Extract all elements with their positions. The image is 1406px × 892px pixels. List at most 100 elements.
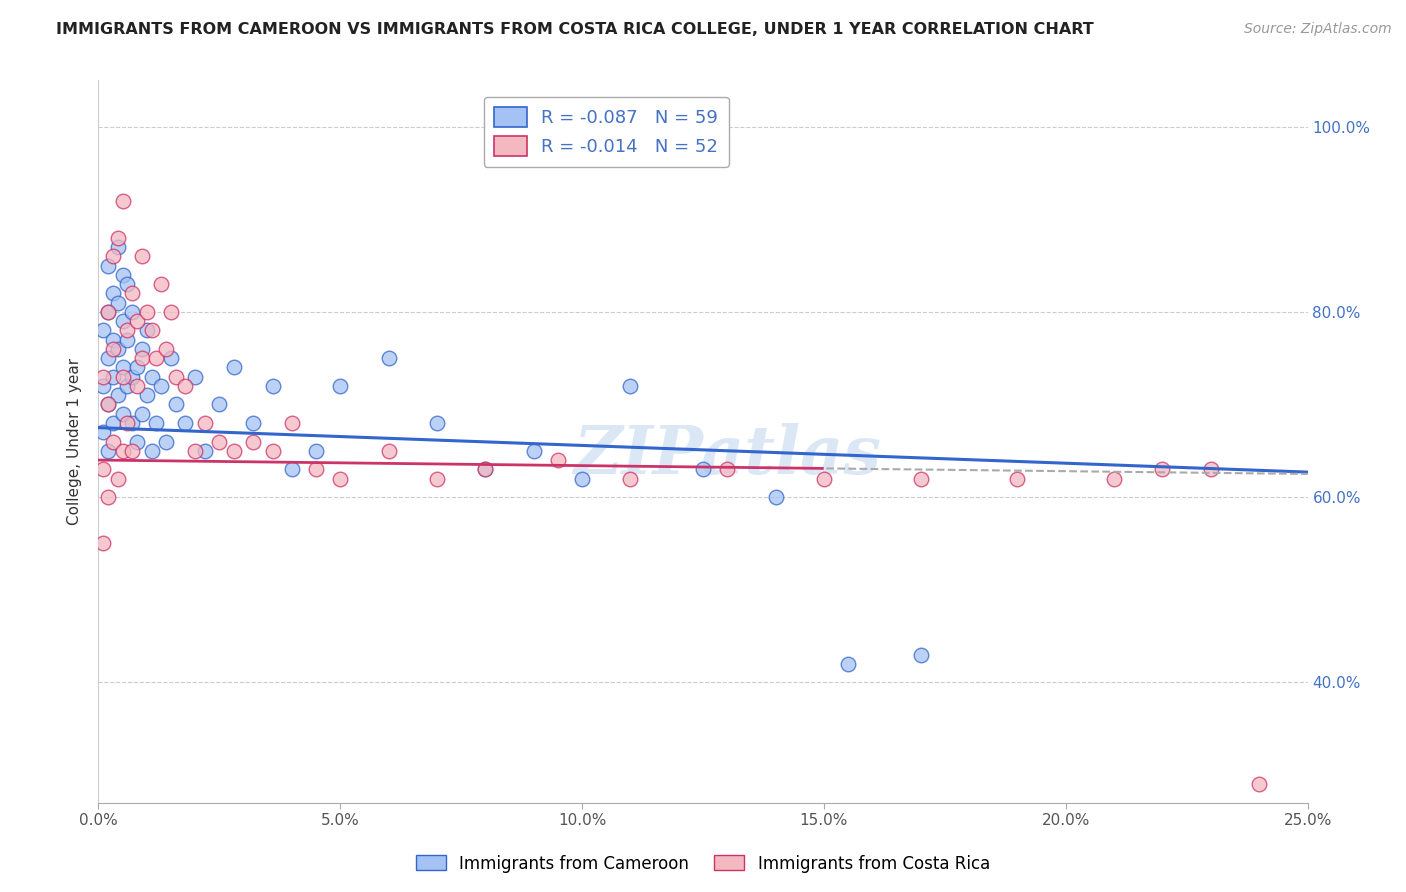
- Point: [155, 342, 177, 356]
- Point: [121, 305, 143, 319]
- Point: [305, 462, 328, 476]
- Legend: Immigrants from Cameroon, Immigrants from Costa Rica: Immigrants from Cameroon, Immigrants fro…: [409, 848, 997, 880]
- Point: [101, 416, 124, 430]
- Point: [242, 434, 264, 449]
- Point: [377, 351, 399, 366]
- Point: [145, 416, 167, 430]
- Point: [101, 249, 124, 263]
- Point: [174, 379, 197, 393]
- Point: [91, 425, 114, 440]
- Point: [135, 305, 157, 319]
- Point: [111, 407, 134, 421]
- Point: [165, 369, 187, 384]
- Point: [117, 323, 139, 337]
- Text: ZIPatlas: ZIPatlas: [574, 424, 882, 489]
- Point: [194, 443, 217, 458]
- Point: [107, 342, 129, 356]
- Point: [111, 369, 134, 384]
- Point: [101, 369, 124, 384]
- Point: [97, 351, 120, 366]
- Point: [107, 295, 129, 310]
- Point: [101, 434, 124, 449]
- Point: [281, 416, 304, 430]
- Point: [150, 379, 173, 393]
- Point: [97, 490, 120, 504]
- Point: [97, 259, 120, 273]
- Point: [1007, 472, 1029, 486]
- Point: [910, 472, 932, 486]
- Point: [127, 379, 149, 393]
- Point: [91, 323, 114, 337]
- Point: [111, 194, 134, 208]
- Point: [111, 314, 134, 328]
- Point: [184, 443, 207, 458]
- Point: [571, 472, 593, 486]
- Point: [281, 462, 304, 476]
- Point: [97, 443, 120, 458]
- Point: [619, 379, 641, 393]
- Point: [131, 407, 153, 421]
- Point: [222, 360, 245, 375]
- Point: [262, 443, 284, 458]
- Point: [127, 314, 149, 328]
- Point: [1152, 462, 1174, 476]
- Point: [474, 462, 496, 476]
- Point: [117, 333, 139, 347]
- Point: [117, 416, 139, 430]
- Point: [111, 443, 134, 458]
- Point: [145, 351, 167, 366]
- Point: [547, 453, 569, 467]
- Point: [377, 443, 399, 458]
- Point: [329, 379, 352, 393]
- Point: [117, 277, 139, 291]
- Point: [692, 462, 714, 476]
- Point: [426, 416, 449, 430]
- Point: [160, 351, 183, 366]
- Point: [127, 434, 149, 449]
- Point: [101, 342, 124, 356]
- Point: [107, 472, 129, 486]
- Point: [305, 443, 328, 458]
- Point: [131, 342, 153, 356]
- Point: [208, 397, 231, 411]
- Point: [107, 388, 129, 402]
- Point: [619, 472, 641, 486]
- Point: [91, 379, 114, 393]
- Point: [101, 333, 124, 347]
- Point: [107, 231, 129, 245]
- Point: [1249, 777, 1271, 791]
- Point: [111, 268, 134, 282]
- Point: [127, 360, 149, 375]
- Point: [910, 648, 932, 662]
- Text: IMMIGRANTS FROM CAMEROON VS IMMIGRANTS FROM COSTA RICA COLLEGE, UNDER 1 YEAR COR: IMMIGRANTS FROM CAMEROON VS IMMIGRANTS F…: [56, 22, 1094, 37]
- Point: [174, 416, 197, 430]
- Point: [121, 369, 143, 384]
- Point: [155, 434, 177, 449]
- Point: [91, 462, 114, 476]
- Point: [222, 443, 245, 458]
- Point: [184, 369, 207, 384]
- Point: [97, 397, 120, 411]
- Point: [426, 472, 449, 486]
- Point: [117, 379, 139, 393]
- Point: [131, 249, 153, 263]
- Point: [91, 369, 114, 384]
- Point: [813, 472, 835, 486]
- Point: [262, 379, 284, 393]
- Point: [131, 351, 153, 366]
- Point: [837, 657, 859, 671]
- Point: [91, 536, 114, 550]
- Point: [150, 277, 173, 291]
- Point: [135, 388, 157, 402]
- Point: [160, 305, 183, 319]
- Point: [101, 286, 124, 301]
- Point: [141, 369, 163, 384]
- Point: [765, 490, 787, 504]
- Point: [474, 462, 496, 476]
- Point: [1199, 462, 1222, 476]
- Point: [716, 462, 738, 476]
- Point: [121, 443, 143, 458]
- Point: [141, 323, 163, 337]
- Point: [121, 286, 143, 301]
- Point: [111, 360, 134, 375]
